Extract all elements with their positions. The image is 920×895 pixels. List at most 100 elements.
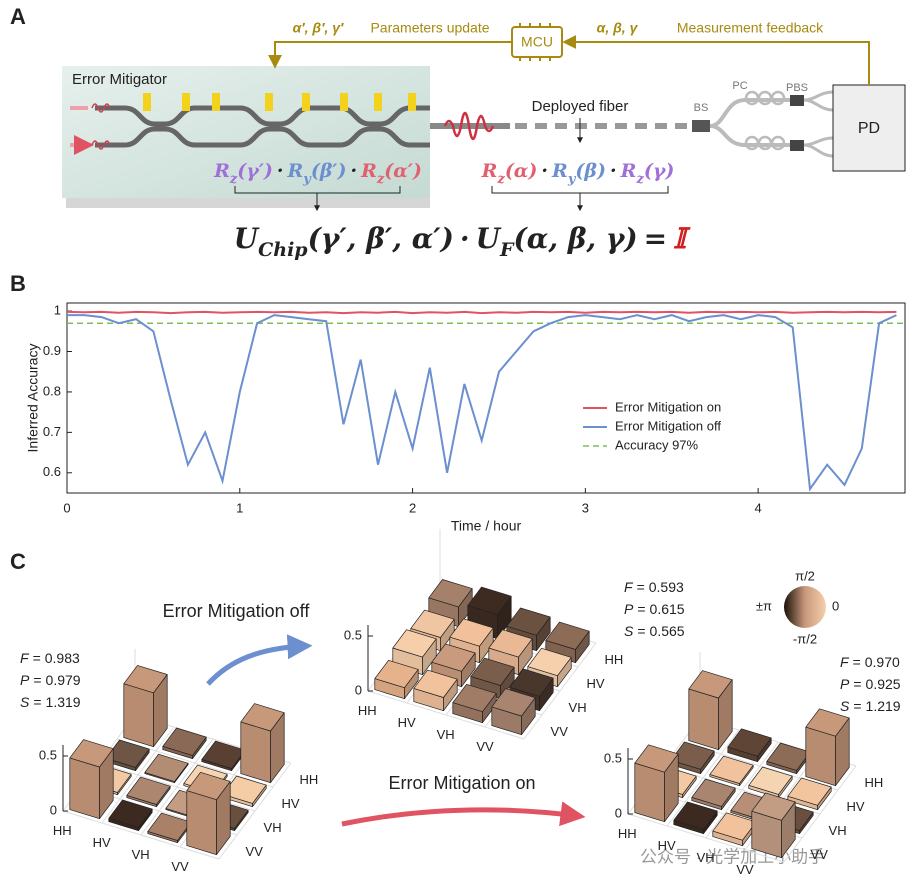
metric-name: F — [624, 579, 634, 595]
bar-top — [126, 776, 171, 805]
eq-sub2: F — [499, 239, 515, 261]
col-label: HH — [865, 775, 884, 790]
metric-value: 0.593 — [649, 579, 684, 595]
eq-sub1: Chip — [258, 239, 308, 261]
row-label: VV — [171, 859, 189, 874]
row-label: HH — [618, 826, 637, 841]
bar-top — [709, 755, 754, 784]
col-label: HV — [847, 799, 865, 814]
series-line — [67, 314, 897, 492]
z-tick-label: 0 — [355, 682, 362, 697]
bar-top — [123, 665, 168, 694]
bar-top — [108, 799, 153, 828]
metric-name: P — [624, 601, 634, 617]
bar-top — [691, 778, 736, 807]
floor-grid — [783, 765, 857, 863]
op-sub: y — [302, 172, 312, 187]
metric-name: F — [20, 650, 30, 666]
legend-label: Accuracy 97% — [615, 437, 699, 452]
metric: P = 0.979 — [20, 672, 81, 688]
row-label: HV — [398, 715, 416, 730]
col-label: VV — [551, 724, 569, 739]
metric: P = 0.615 — [624, 601, 685, 617]
op-sub: y — [567, 172, 577, 187]
pbs-label: PBS — [786, 82, 808, 94]
eq-dot: · — [460, 222, 470, 255]
bar-top — [467, 586, 512, 615]
op-arg: (α) — [505, 160, 538, 182]
bar-top — [805, 708, 850, 737]
row-label: VH — [132, 847, 150, 862]
bar-top — [186, 771, 231, 801]
bar-top — [144, 753, 189, 782]
op-symbol: R — [551, 160, 568, 182]
metric-sign: = — [637, 623, 645, 639]
row-label: HH — [53, 823, 72, 838]
bar-top — [431, 643, 476, 672]
row-label: HV — [93, 835, 111, 850]
metric-value: 0.615 — [650, 601, 685, 617]
bar-top — [162, 727, 207, 756]
metric: F = 0.593 — [624, 579, 684, 595]
legend-label: Error Mitigation off — [615, 418, 721, 433]
chip-ops: Rz(γ′) · Ry(β′) · Rz(α′) — [213, 160, 422, 187]
metric: S = 0.565 — [624, 623, 685, 639]
mcu — [511, 26, 563, 58]
col-label: VV — [246, 844, 264, 859]
separator: · — [277, 160, 284, 182]
col-label: HH — [300, 772, 319, 787]
input-arrows — [70, 106, 88, 145]
metric-value: 0.970 — [865, 654, 900, 670]
row-label: VV — [736, 862, 754, 877]
bar-front — [69, 757, 100, 820]
row-label: HH — [358, 703, 377, 718]
op-arg: (γ) — [644, 160, 675, 182]
colorbar-label: ±π — [756, 598, 772, 613]
update-arrow — [268, 41, 512, 69]
floor-grid — [627, 813, 785, 863]
row-label: VH — [697, 850, 715, 865]
metric-sign: = — [33, 672, 41, 688]
bar-top — [634, 744, 679, 773]
op-arg: (β) — [575, 160, 606, 182]
eq-arg1: (γ′, β′, α′) — [308, 222, 454, 255]
bar-top — [449, 618, 494, 647]
col-label: HV — [282, 796, 300, 811]
bar-top — [509, 668, 554, 697]
bar-top — [69, 739, 114, 768]
bar-top — [688, 670, 733, 699]
bar-top — [506, 607, 551, 636]
pc-loops — [744, 90, 786, 151]
colorbar-label: -π/2 — [793, 631, 817, 646]
panel-label: B — [10, 271, 26, 296]
bar-top — [488, 629, 533, 658]
bar-top — [392, 629, 437, 658]
bar-front — [805, 726, 836, 787]
x-tick-label: 0 — [63, 500, 70, 515]
bs — [692, 120, 710, 132]
panel-label: C — [10, 549, 26, 574]
op-arg: (γ′) — [237, 160, 273, 182]
bar-top — [545, 621, 590, 650]
bar-top — [240, 703, 285, 732]
panel-a: A Error Mitigator Deployed fiber BS PC P… — [10, 4, 906, 261]
op-symbol: R — [360, 160, 377, 182]
on-label: Error Mitigation on — [388, 773, 535, 793]
pc-label: PC — [732, 80, 747, 92]
colorbar-label: 0 — [832, 598, 839, 613]
panel-c: C Error Mitigation off Error Mitigation … — [10, 529, 901, 877]
panel-label: A — [10, 4, 26, 29]
col-label: HV — [587, 676, 605, 691]
mcu-pins — [519, 23, 551, 61]
update-params: α′, β′, γ′ — [293, 20, 344, 36]
metric-name: P — [840, 676, 850, 692]
bar-top — [428, 579, 473, 608]
bar-top — [201, 740, 246, 769]
metric: S = 1.319 — [20, 694, 81, 710]
col-label: VH — [829, 823, 847, 838]
feedback-params: α, β, γ — [597, 20, 639, 36]
metric-name: S — [840, 698, 850, 714]
metric-sign: = — [853, 654, 861, 670]
x-tick-label: 2 — [409, 500, 416, 515]
